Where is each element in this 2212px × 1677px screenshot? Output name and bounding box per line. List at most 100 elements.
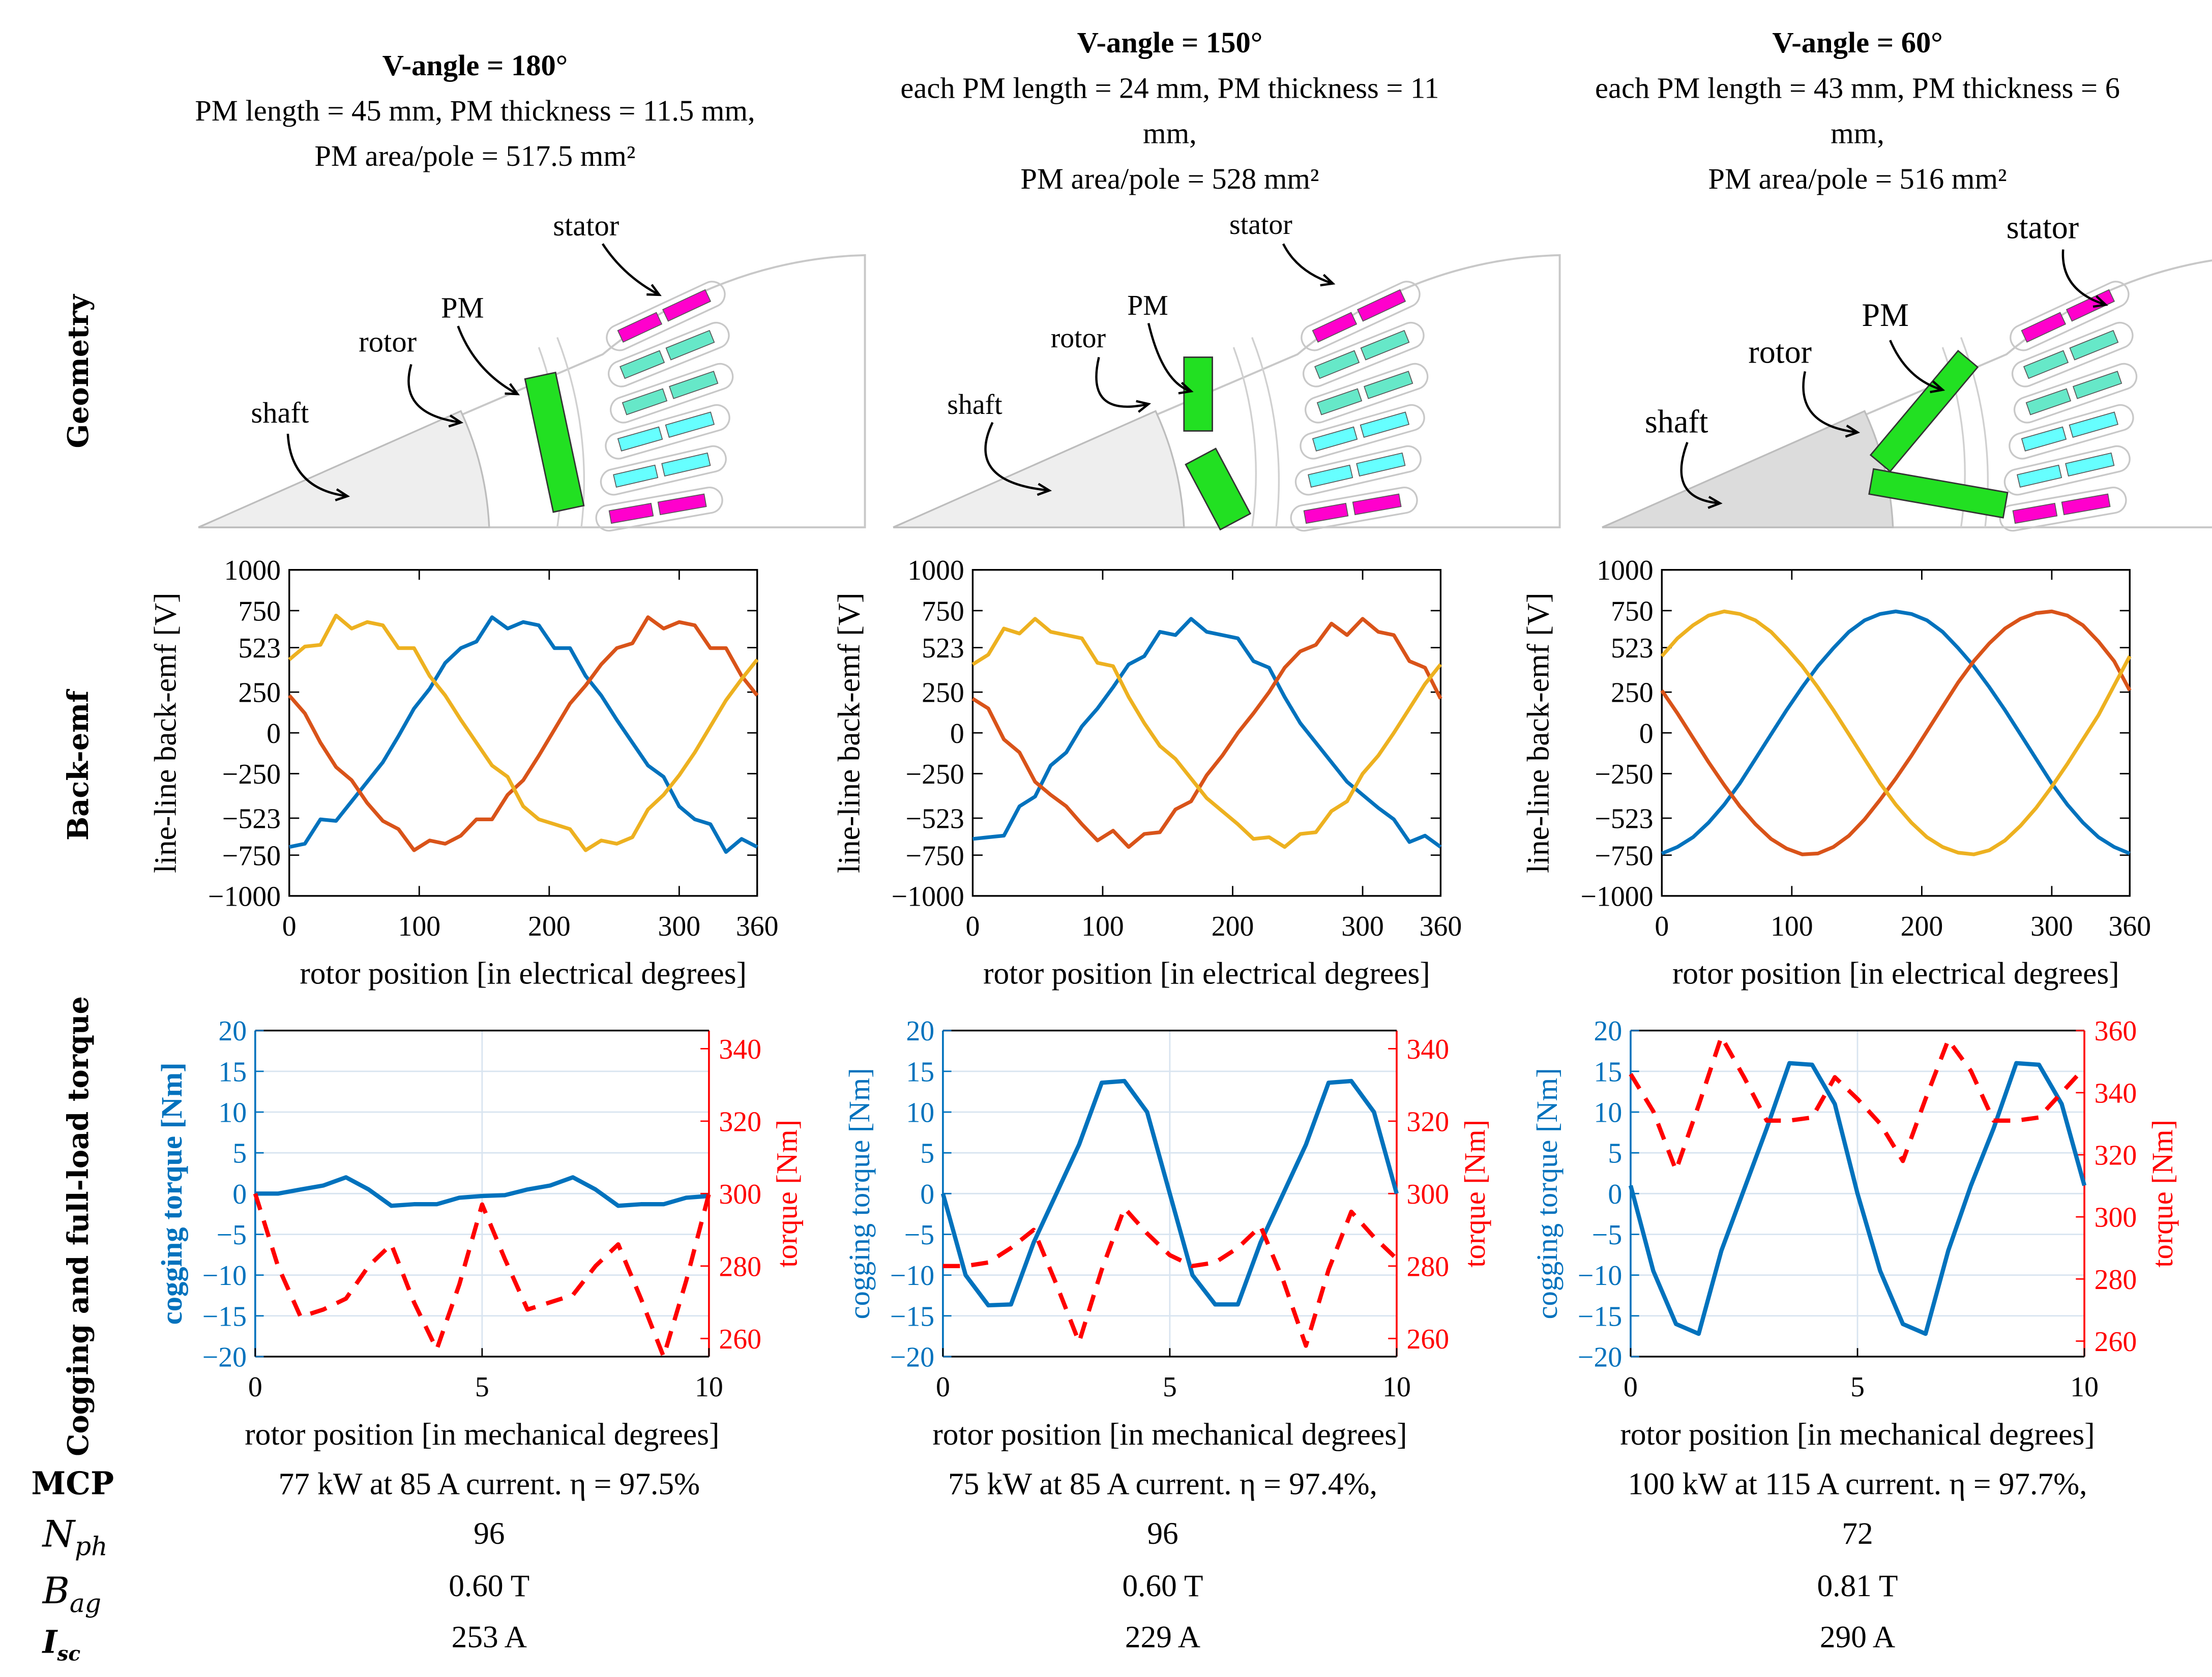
slot-outline	[1301, 281, 1421, 351]
left-tick-label: 10	[906, 1097, 934, 1129]
series-line-phase-C	[971, 617, 1442, 849]
plot-area	[971, 569, 1442, 897]
shaft-region-1	[198, 410, 490, 528]
coil-right	[2069, 330, 2119, 361]
col3-pm-dims: each PM length = 43 mm, PM thickness = 6	[1595, 71, 2120, 105]
right-tick-label: 360	[2095, 1015, 2137, 1047]
coil-left	[1314, 350, 1360, 379]
stator-slot-2-2	[1300, 404, 1425, 460]
slot-outline	[606, 281, 726, 351]
coil-right	[665, 411, 715, 438]
y-tick-label: 0	[950, 718, 964, 750]
bag-symbol: B	[42, 1570, 70, 1613]
col1-mcp: 77 kW at 85 A current. η = 97.5%	[278, 1465, 700, 1502]
col3-pm-dims-cont: mm,	[1831, 116, 1884, 151]
col2-bag: 0.60 T	[1122, 1568, 1203, 1604]
slot-outline	[595, 486, 723, 532]
slot-outline	[2010, 281, 2130, 351]
stator-slot-2-4	[1303, 321, 1425, 387]
col2-pm-area: PM area/pole = 528 mm²	[1020, 161, 1319, 196]
x-tick-label: 5	[475, 1371, 489, 1403]
right-axis-label: torque [Nm]	[771, 1120, 804, 1268]
slot-outline	[610, 363, 734, 424]
cogging-torque-line	[255, 1175, 710, 1208]
x-tick-label: 10	[1382, 1371, 1411, 1403]
left-tick-label: 10	[218, 1097, 247, 1129]
shaft-2-arrowhead	[1037, 483, 1052, 496]
col1-vangle: V-angle = 180°	[382, 48, 568, 82]
x-tick-label: 0	[248, 1371, 262, 1403]
slot-outline	[1300, 404, 1425, 460]
magnet-b-3	[1868, 468, 2009, 519]
x-tick-label: 0	[936, 1371, 950, 1403]
left-tick-label: −15	[890, 1301, 934, 1332]
slot-outline	[608, 321, 730, 387]
right-tick-label: 320	[1406, 1106, 1449, 1137]
y-tick-label: −1000	[892, 881, 964, 912]
left-tick-label: 20	[906, 1015, 934, 1047]
col2-mcp: 75 kW at 85 A current. η = 97.4%,	[948, 1465, 1377, 1502]
coil-left	[622, 388, 668, 415]
col2-title: V-angle = 150° each PM length = 24 mm, P…	[815, 20, 1524, 201]
slot-outline	[1305, 363, 1429, 424]
coil-right	[657, 493, 707, 516]
series-line-phase-B	[287, 615, 759, 852]
magnet-b-2	[1185, 447, 1252, 531]
coil-left	[2025, 388, 2072, 415]
col1-pm-area: PM area/pole = 517.5 mm²	[314, 139, 636, 173]
stator-label-3: stator	[2007, 209, 2079, 245]
stator-slot-1-2	[605, 404, 730, 460]
isc-subscript: sc	[57, 1643, 81, 1666]
stator-slot-2-1	[1294, 445, 1422, 496]
x-tick-label: 100	[1771, 911, 1813, 942]
pm-label-2: PM	[1127, 290, 1168, 321]
left-tick-label: −5	[904, 1219, 934, 1251]
right-axis-label: torque [Nm]	[2146, 1120, 2179, 1268]
rotor-1-arrowhead	[448, 414, 464, 428]
x-tick-label: 360	[736, 911, 779, 942]
y-tick-label: −523	[906, 803, 964, 834]
geometry-panel-2: shaft rotor PM stator	[893, 209, 1561, 532]
col2-nph: 96	[1147, 1515, 1178, 1551]
slot-outline	[1303, 321, 1425, 387]
geometry-panel-1: shaft rotor PM stator	[198, 209, 866, 532]
stator-slot-3-1	[2003, 445, 2131, 496]
stator-slot-2-3	[1305, 363, 1429, 424]
series-line-phase-C	[1660, 609, 2132, 856]
col2-pm-dims: each PM length = 24 mm, PM thickness = 1…	[900, 71, 1439, 105]
pm-2-arrowhead	[1178, 381, 1194, 395]
stator-label-1: stator	[553, 209, 619, 242]
coil-left	[2012, 502, 2058, 524]
stator-slot-3-3	[2013, 363, 2138, 424]
magnet-a-2	[1183, 356, 1213, 432]
y-axis-label: line-line back-emf [V]	[149, 592, 183, 873]
slot-outline	[2009, 404, 2134, 460]
left-axis-label: cogging torque [Nm]	[155, 1062, 188, 1325]
left-tick-label: −5	[217, 1219, 247, 1251]
right-tick-label: 320	[719, 1106, 761, 1137]
shaft-region-3	[1602, 410, 1894, 528]
right-tick-label: 260	[2095, 1326, 2137, 1358]
stator-slot-1-4	[608, 321, 730, 387]
y-tick-label: −750	[906, 840, 964, 872]
x-axis-label: rotor position [in electrical degrees]	[983, 956, 1430, 991]
left-tick-label: −10	[1578, 1260, 1622, 1292]
col1-pm-dims: PM length = 45 mm, PM thickness = 11.5 m…	[195, 93, 755, 128]
left-tick-label: 5	[920, 1138, 934, 1170]
shaft-label-2: shaft	[947, 389, 1002, 421]
magnet-1	[524, 371, 585, 513]
coil-left	[608, 502, 654, 524]
rotor-3-arrowhead	[1845, 425, 1861, 438]
col3-nph: 72	[1842, 1515, 1873, 1551]
right-tick-label: 280	[1406, 1251, 1449, 1282]
x-tick-label: 200	[528, 911, 571, 942]
coil-right	[665, 330, 715, 361]
y-tick-label: 250	[1611, 677, 1654, 709]
right-tick-label: 340	[2095, 1077, 2137, 1109]
y-tick-label: −250	[906, 759, 964, 790]
coil-left	[2023, 350, 2069, 379]
left-tick-label: 20	[1594, 1015, 1622, 1047]
rotor-label-3: rotor	[1748, 334, 1812, 370]
left-tick-label: 0	[232, 1179, 247, 1210]
rotor-label-2: rotor	[1051, 322, 1106, 354]
